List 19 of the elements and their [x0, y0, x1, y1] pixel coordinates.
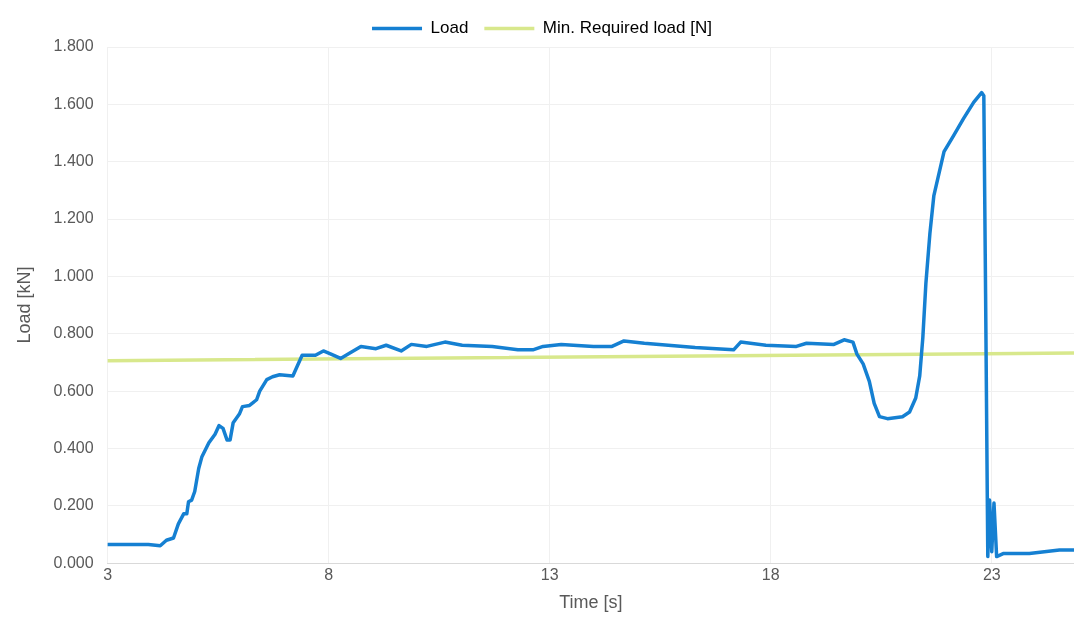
legend-label: Min. Required load [N]	[542, 18, 712, 38]
y-tick-label: 0.800	[53, 324, 94, 342]
x-tick-label: 3	[103, 566, 113, 584]
y-tick-label: 0.200	[53, 496, 94, 514]
x-tick-label: 8	[324, 566, 334, 584]
y-tick-label: 0.000	[53, 553, 94, 571]
x-axis-title: Time [s]	[559, 592, 623, 613]
x-tick-label: 13	[540, 566, 559, 584]
y-tick-label: 1.400	[53, 152, 94, 170]
x-tick-label: 23	[982, 566, 1001, 584]
y-tick-label: 1.000	[53, 266, 94, 284]
y-tick-label: 0.600	[53, 381, 94, 399]
y-tick-label: 1.200	[53, 209, 94, 227]
y-tick-label: 1.600	[53, 94, 94, 112]
legend-label: Load	[430, 18, 469, 38]
y-axis-title: Load [kN]	[13, 266, 34, 344]
x-tick-label: 18	[761, 566, 780, 584]
y-tick-label: 1.800	[53, 37, 94, 55]
y-tick-label: 0.400	[53, 438, 94, 456]
